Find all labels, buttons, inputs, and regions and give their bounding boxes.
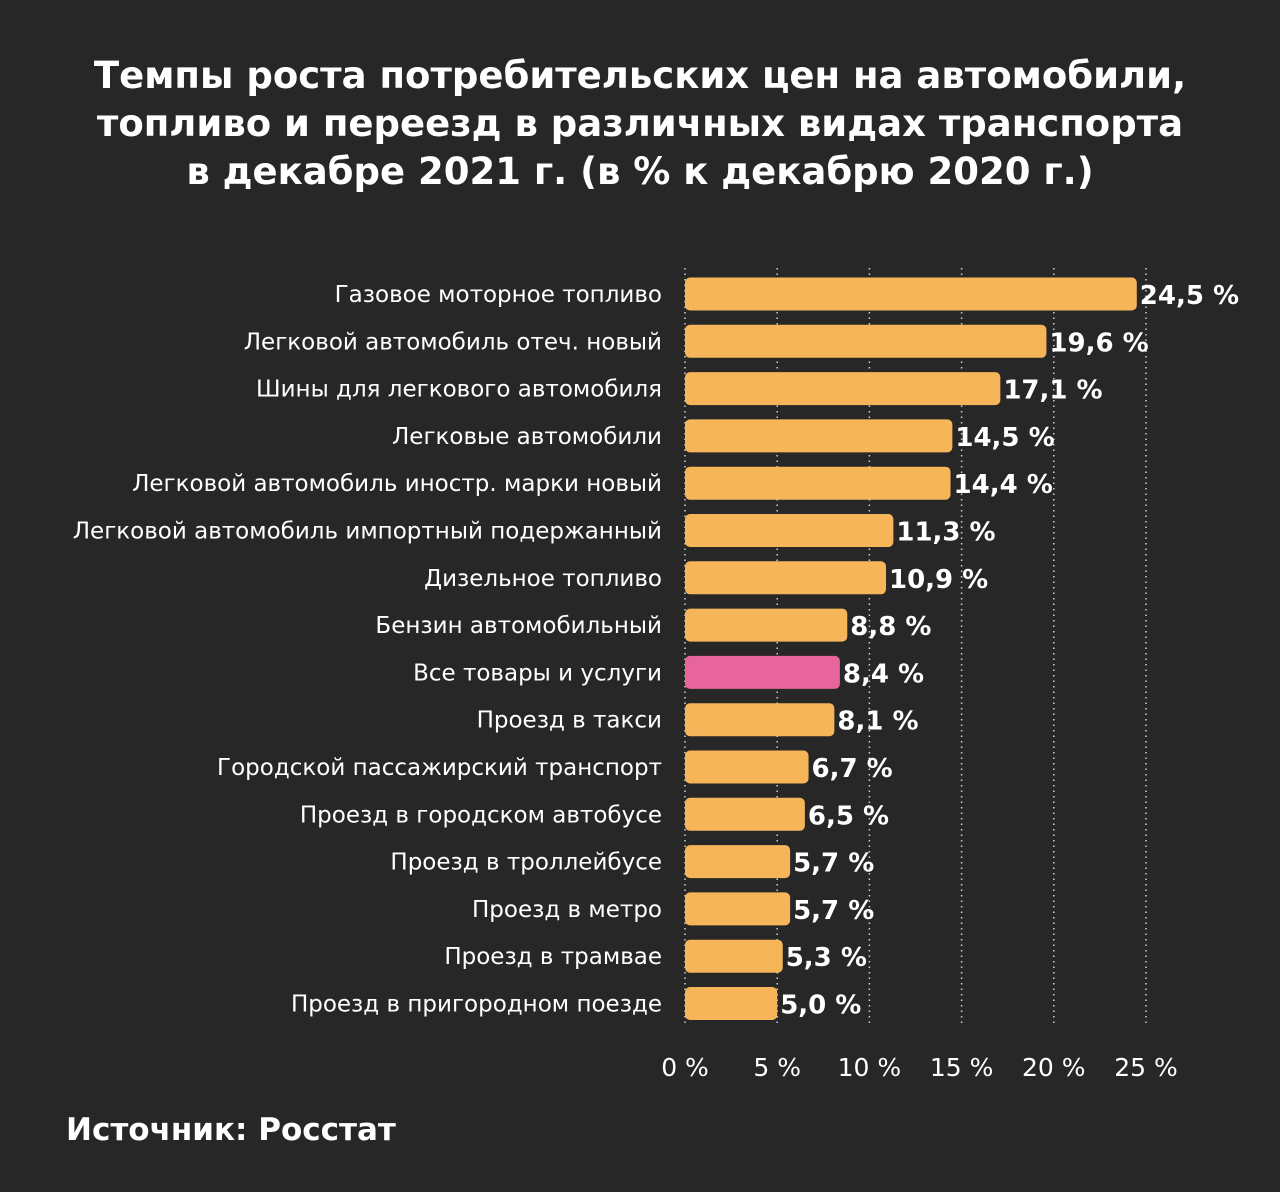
bar	[685, 939, 783, 973]
category-label: Шины для легкового автомобиля	[256, 377, 662, 403]
x-tick-label: 20 %	[1022, 1053, 1086, 1082]
category-label: Проезд в метро	[472, 897, 662, 923]
value-label: 5,0 %	[780, 991, 861, 1021]
chart-title-line-3: в декабре 2021 г. (в % к декабрю 2020 г.…	[186, 150, 1094, 193]
category-label: Легковой автомобиль импортный подержанны…	[73, 519, 662, 545]
x-tick-label: 25 %	[1114, 1053, 1178, 1082]
category-label: Проезд в такси	[477, 708, 662, 734]
bar	[685, 845, 791, 879]
category-label: Проезд в троллейбусе	[390, 850, 662, 876]
x-tick-label: 10 %	[838, 1053, 902, 1082]
bar	[685, 514, 894, 547]
chart-title: Темпы роста потребительских цен на автом…	[0, 52, 1280, 196]
value-label: 8,4 %	[843, 659, 924, 689]
category-label: Проезд в трамвае	[444, 944, 662, 970]
bar	[685, 750, 809, 784]
bars	[685, 277, 1137, 1020]
category-label: Легковой автомобиль отеч. новый	[244, 329, 662, 355]
value-label: 5,3 %	[786, 943, 867, 973]
category-label: Легковой автомобиль иностр. марки новый	[132, 471, 662, 497]
value-label: 5,7 %	[793, 896, 874, 926]
x-tick-label: 5 %	[753, 1053, 801, 1082]
value-label: 8,8 %	[850, 612, 931, 642]
category-label: Дизельное топливо	[424, 566, 662, 592]
value-label: 19,6 %	[1049, 328, 1148, 358]
category-label: Бензин автомобильный	[375, 613, 662, 639]
value-label: 24,5 %	[1140, 281, 1239, 311]
bar	[685, 608, 848, 642]
bar	[685, 561, 886, 595]
category-label: Все товары и услуги	[413, 660, 662, 686]
category-label: Городской пассажирский транспорт	[217, 755, 662, 781]
value-label: 17,1 %	[1003, 376, 1102, 406]
category-label: Проезд в городском автобусе	[300, 802, 662, 828]
bar	[685, 466, 951, 500]
bar	[685, 703, 835, 737]
bar	[685, 892, 791, 926]
bar	[685, 372, 1001, 406]
category-label: Легковые автомобили	[392, 424, 662, 450]
bar	[685, 797, 805, 831]
chart-title-line-2: топливо и переезд в различных видах тран…	[96, 102, 1184, 145]
value-label: 11,3 %	[896, 518, 995, 548]
bar-highlight	[685, 655, 840, 689]
bar	[685, 277, 1137, 311]
labels: 0 % 5 % 10 % 15 % 20 % 25 % Газовое моторное т…	[73, 281, 1239, 1082]
source-note: Источник: Росстат	[66, 1112, 396, 1148]
x-tick-label: 15 %	[930, 1053, 994, 1082]
category-label: Проезд в пригородном поезде	[291, 992, 662, 1018]
value-label: 6,5 %	[808, 801, 889, 831]
bar	[685, 324, 1047, 358]
value-label: 10,9 %	[889, 565, 988, 595]
value-label: 5,7 %	[793, 849, 874, 879]
category-label: Газовое моторное топливо	[335, 282, 662, 308]
chart-title-line-1: Темпы роста потребительских цен на автом…	[93, 54, 1187, 97]
bar	[685, 419, 953, 453]
value-label: 6,7 %	[812, 754, 893, 784]
value-label: 8,1 %	[837, 707, 918, 737]
value-label: 14,5 %	[955, 423, 1054, 453]
x-tick-label: 0 %	[661, 1053, 709, 1082]
value-label: 14,4 %	[954, 470, 1053, 500]
bar	[685, 987, 778, 1020]
